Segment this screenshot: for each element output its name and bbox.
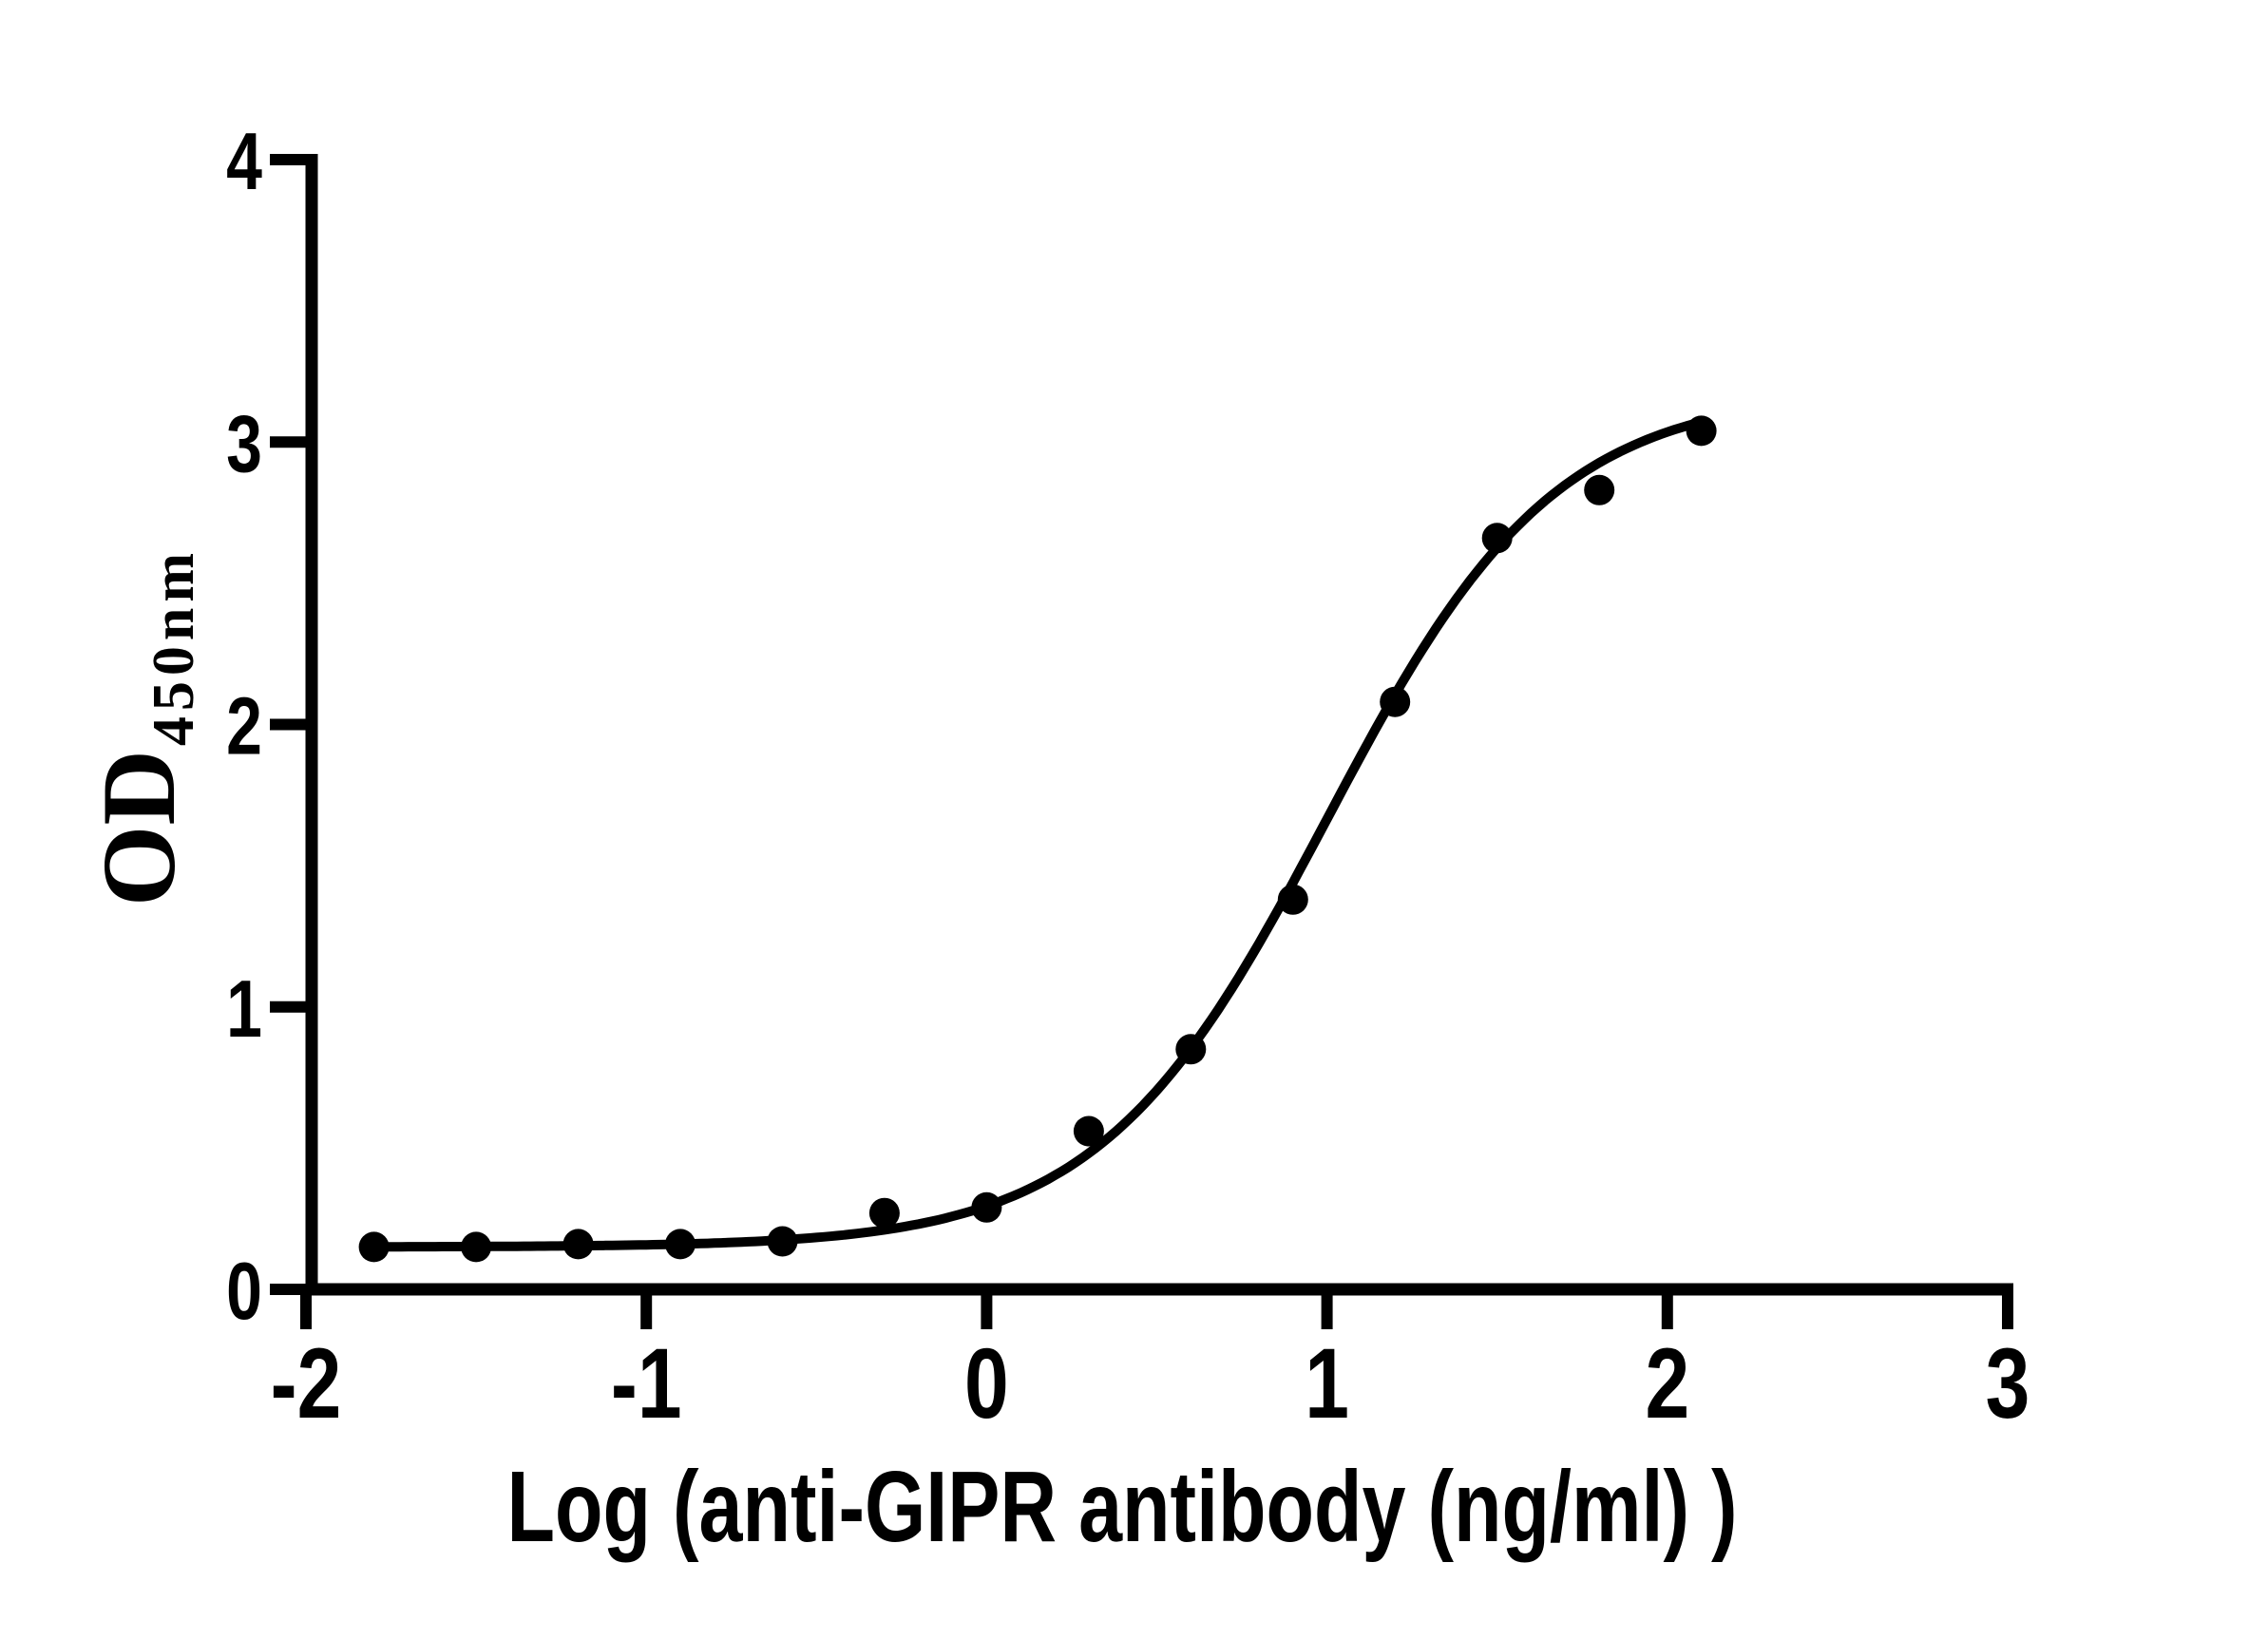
x-tick-label: 0	[964, 1328, 1009, 1439]
data-point	[1686, 415, 1717, 447]
data-point	[767, 1226, 798, 1257]
y-axis-title-subscript: 450nm	[142, 547, 206, 746]
x-tick-label: 3	[1986, 1328, 2030, 1439]
data-point	[1380, 686, 1411, 717]
y-tick-label: 1	[226, 964, 262, 1055]
y-tick-label: 4	[226, 117, 262, 207]
y-tick-label: 2	[226, 681, 262, 772]
data-point	[461, 1231, 492, 1263]
y-tick-label: 3	[226, 399, 262, 489]
x-tick-label: 1	[1305, 1328, 1349, 1439]
data-point	[1073, 1115, 1104, 1147]
data-point	[1584, 474, 1615, 505]
data-point	[971, 1191, 1002, 1223]
data-point	[1481, 523, 1513, 554]
data-point	[868, 1197, 900, 1229]
data-point	[358, 1231, 390, 1263]
y-axis-title: OD450nm	[81, 547, 206, 906]
y-axis-title-main: OD	[81, 750, 197, 906]
x-tick-label: -2	[271, 1328, 342, 1439]
x-tick-label: 2	[1645, 1328, 1689, 1439]
x-axis-title: Log (anti-GIPR antibody (ng/ml) )	[506, 1451, 1737, 1563]
y-tick-label: 0	[226, 1247, 262, 1337]
data-point	[665, 1229, 696, 1260]
data-point	[1277, 884, 1308, 915]
x-tick-label: -1	[611, 1328, 682, 1439]
data-point	[562, 1229, 594, 1260]
data-point	[1175, 1034, 1207, 1065]
